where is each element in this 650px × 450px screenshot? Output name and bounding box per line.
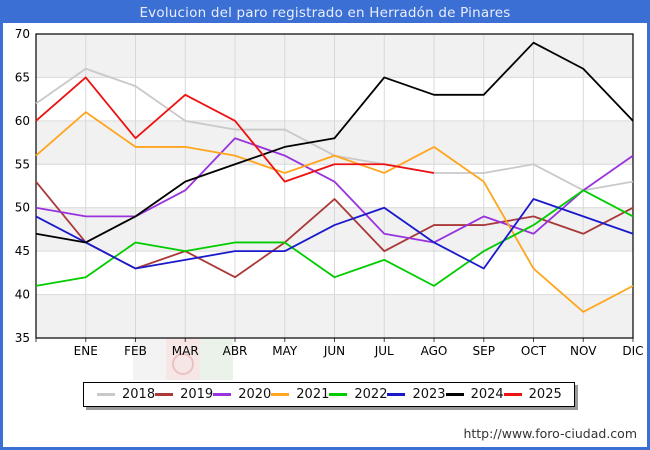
legend-swatch [503,393,522,396]
y-axis-label: 70 [15,27,30,41]
watermark-flag [133,336,233,380]
series-line-2022 [35,189,634,287]
legend-swatch [155,393,174,396]
legend-label: 2018 [122,387,156,402]
x-axis-label: DIC [622,344,643,358]
series-line-2023 [35,198,634,270]
legend-item-2025: 2025 [503,387,562,402]
footer-url: http://www.foro-ciudad.com [463,426,637,441]
legend-item-2024: 2024 [445,387,504,402]
legend-label: 2022 [354,387,388,402]
series-line-2024 [35,41,634,244]
legend-item-2018: 2018 [97,387,155,402]
x-axis-label: MAY [272,344,298,358]
title-bar: Evolucion del paro registrado en Herradó… [3,3,647,23]
y-axis-label: 45 [15,244,30,258]
chart-title: Evolucion del paro registrado en Herradó… [139,5,511,21]
x-axis-label: FEB [124,344,147,358]
legend-item-2019: 2019 [155,387,213,402]
x-axis-label: JUL [374,344,394,358]
legend-swatch [213,393,232,396]
legend-swatch [97,393,115,396]
legend-label: 2019 [180,387,214,402]
x-axis-label: ABR [223,344,248,358]
x-axis-label: AGO [421,344,448,358]
legend-swatch [271,393,290,396]
watermark-stripe [199,336,233,380]
x-axis-label: JUN [323,344,345,358]
x-axis-label: ENE [74,344,98,358]
legend-label: 2025 [528,387,562,402]
legend-swatch [329,393,348,396]
watermark-stripe [133,336,167,380]
series-line-2021 [35,111,634,313]
legend-swatch [387,393,406,396]
x-axis-label: MAR [172,344,199,358]
legend-label: 2024 [470,387,504,402]
x-axis-label: SEP [473,344,495,358]
y-axis-label: 50 [15,201,30,215]
legend-label: 2023 [412,387,446,402]
x-axis-label: OCT [521,344,547,358]
plot-border [35,33,634,339]
x-axis-label: NOV [570,344,597,358]
legend-item-2021: 2021 [271,387,329,402]
y-axis-label: 65 [15,70,30,84]
y-axis-label: 60 [15,114,30,128]
legend-swatch [445,393,464,396]
watermark-emblem [172,353,194,375]
legend-label: 2021 [296,387,330,402]
line-chart: 35 40 45 50 55 60 65 70 ENE FEB MAR ABR MAY JUN JUL AGO… [15,27,644,358]
legend-item-2022: 2022 [329,387,387,402]
y-axis-label: 40 [15,288,30,302]
y-axis-label: 55 [15,157,30,171]
y-axis-label: 35 [15,331,30,345]
legend-item-2020: 2020 [213,387,271,402]
series-line-2025 [35,76,435,183]
legend-label: 2020 [238,387,272,402]
legend: 2018 2019 2020 2021 2022 2023 2024 2025 [83,382,575,407]
legend-item-2023: 2023 [387,387,446,402]
